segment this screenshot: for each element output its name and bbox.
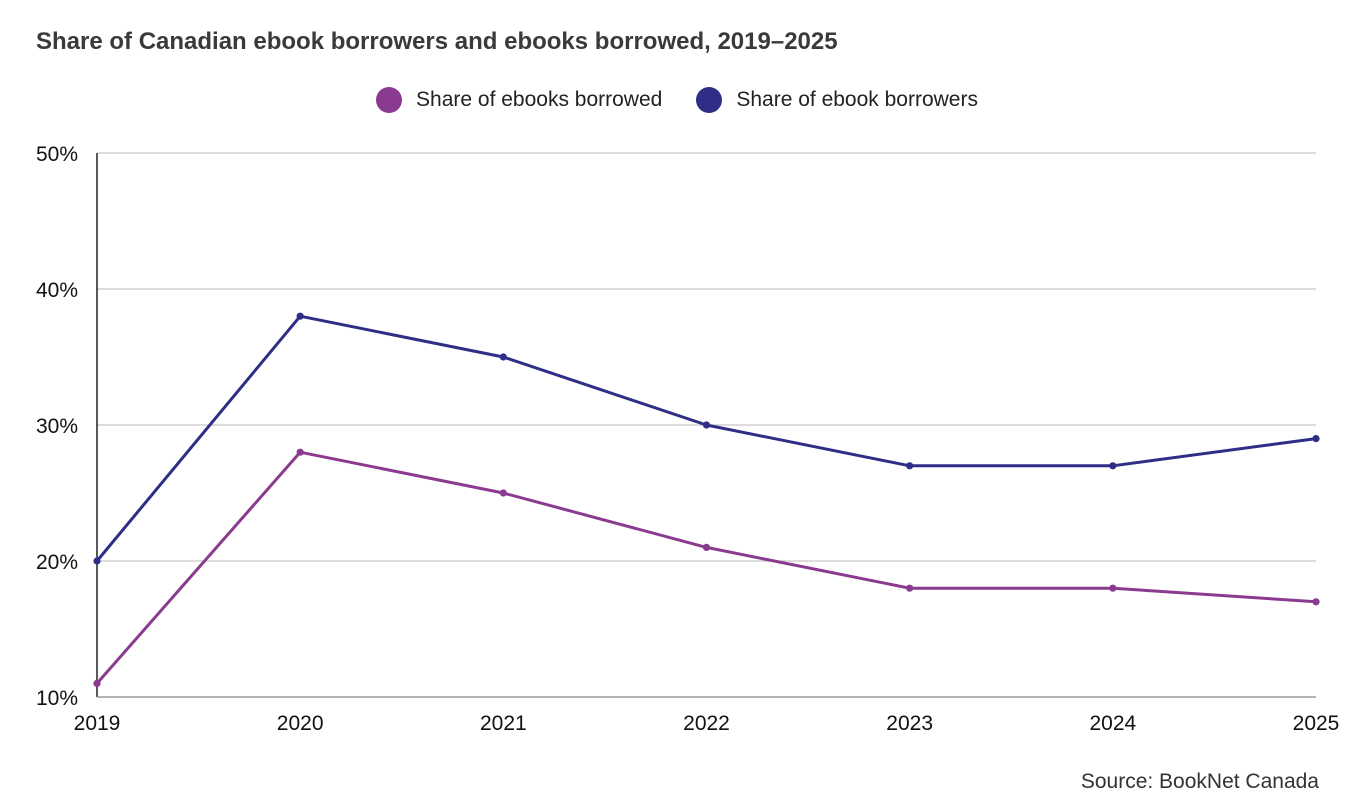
legend-label-ebooks-borrowed: Share of ebooks borrowed <box>416 88 663 111</box>
legend-item-ebooks-borrowed: Share of ebooks borrowed <box>376 87 662 113</box>
x-tick-label: 2023 <box>886 712 933 735</box>
data-point <box>906 462 914 470</box>
y-tick-label: 50% <box>36 143 78 166</box>
legend-swatch-ebook-borrowers <box>696 87 723 113</box>
data-point <box>499 353 507 361</box>
data-point <box>93 557 101 565</box>
x-tick-label: 2020 <box>277 712 324 735</box>
y-tick-label: 20% <box>36 551 78 574</box>
data-point <box>1109 584 1117 592</box>
chart-title: Share of Canadian ebook borrowers and eb… <box>36 28 838 55</box>
x-tick-label: 2025 <box>1293 712 1340 735</box>
data-point <box>702 543 711 552</box>
y-tick-label: 30% <box>36 415 78 438</box>
data-point <box>1312 435 1320 443</box>
data-point <box>499 489 507 497</box>
chart-legend: Share of ebooks borrowed Share of ebook … <box>0 84 1354 116</box>
legend-item-ebook-borrowers: Share of ebook borrowers <box>696 87 978 113</box>
data-point <box>296 448 304 456</box>
series-line-0 <box>95 450 1318 685</box>
y-tick-label: 10% <box>36 687 78 710</box>
source-note: Source: BookNet Canada <box>1080 770 1319 793</box>
legend-swatch-ebooks-borrowed <box>376 87 403 113</box>
data-point <box>1109 462 1117 470</box>
x-tick-label: 2024 <box>1089 712 1136 735</box>
y-tick-label: 40% <box>36 279 78 302</box>
x-tick-label: 2021 <box>480 712 527 735</box>
data-point <box>296 312 304 320</box>
data-point <box>1312 598 1320 606</box>
data-point <box>906 584 914 592</box>
data-point <box>93 679 101 688</box>
x-tick-label: 2019 <box>74 712 121 735</box>
legend-label-ebook-borrowers: Share of ebook borrowers <box>736 88 978 111</box>
data-point <box>702 421 711 429</box>
series-line-1 <box>95 314 1318 563</box>
x-tick-label: 2022 <box>683 712 730 735</box>
